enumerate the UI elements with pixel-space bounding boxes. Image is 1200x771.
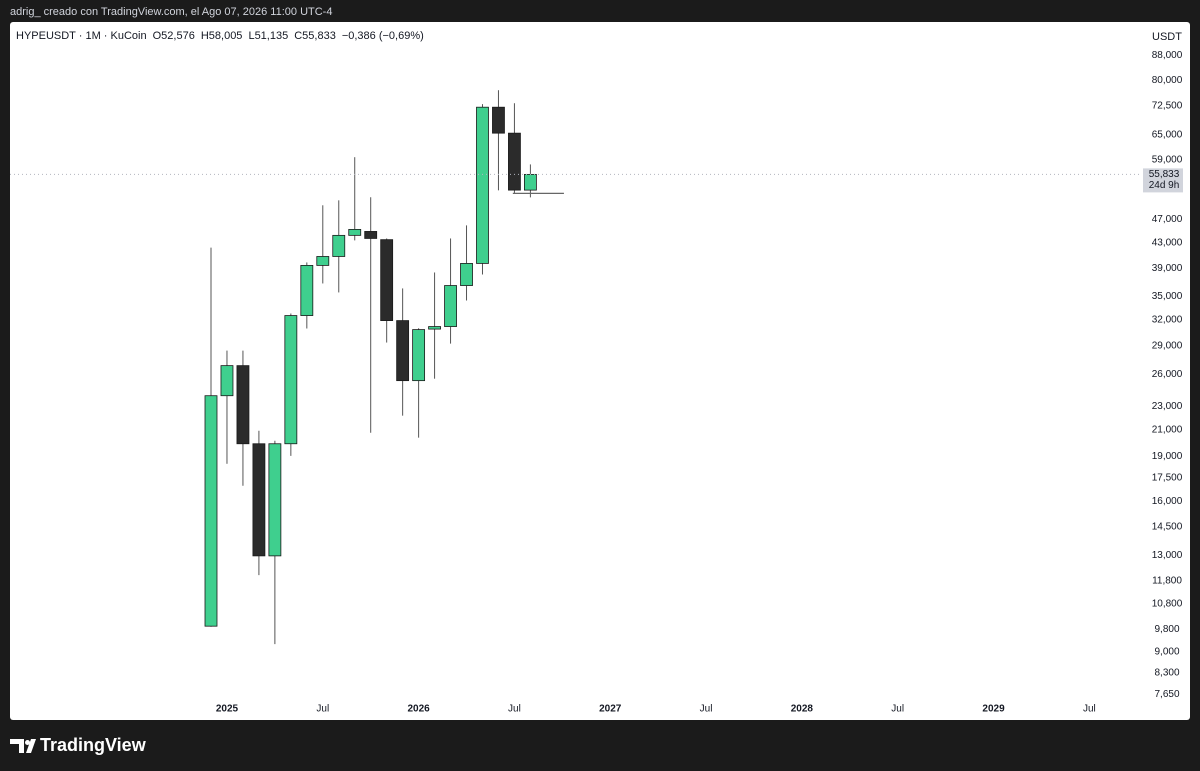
y-tick-label: 21,000: [1152, 425, 1183, 436]
y-tick-label: 9,800: [1154, 624, 1179, 635]
price-label-box: [1143, 168, 1183, 193]
y-tick-label: 19,000: [1152, 451, 1183, 462]
chart-title: HYPEUSDT · 1M · KuCoin: [16, 30, 147, 42]
candle-body: [396, 320, 410, 382]
y-tick-label: 14,500: [1152, 522, 1183, 533]
logo-dot: [25, 740, 30, 745]
y-tick-label: 88,000: [1152, 50, 1183, 61]
candle-body: [444, 285, 457, 327]
y-tick-label: 26,000: [1152, 369, 1183, 380]
legend-value: 55,833: [302, 30, 336, 42]
top-bar-text: adrig_ creado con TradingView.com, el Ag…: [10, 6, 332, 18]
candle-body: [412, 329, 426, 382]
legend-value: 58,005: [209, 30, 243, 42]
brand-text: TradingView: [40, 735, 147, 755]
countdown-label: 24d 9h: [1149, 180, 1180, 191]
legend-value: 52,576: [161, 30, 195, 42]
candle-body: [268, 443, 282, 557]
candle-body: [220, 365, 234, 397]
y-tick-label: 7,650: [1154, 689, 1179, 700]
candle-body: [428, 326, 441, 330]
y-tick-label: 8,300: [1154, 667, 1179, 678]
y-tick-label: 65,000: [1152, 129, 1183, 140]
y-tick-label: 72,500: [1152, 101, 1183, 112]
x-tick-label: Jul: [891, 704, 904, 715]
y-tick-label: 59,000: [1152, 155, 1183, 166]
legend-label: L: [248, 30, 254, 42]
x-tick-label: Jul: [700, 704, 713, 715]
price-label: 55,833: [1149, 169, 1180, 180]
candle-body: [316, 256, 330, 266]
y-tick-label: 16,000: [1152, 496, 1183, 507]
candle-body: [348, 229, 362, 236]
candle-body: [332, 234, 346, 257]
x-tick-label: 2029: [982, 704, 1005, 715]
chart-panel: [10, 22, 1190, 720]
candle-body: [460, 263, 473, 286]
brand-logo: TradingView: [10, 735, 147, 755]
y-tick-label: 23,000: [1152, 401, 1183, 412]
x-tick-label: 2028: [791, 704, 814, 715]
y-tick-label: 32,000: [1152, 315, 1183, 326]
candle-body: [284, 315, 298, 445]
x-tick-label: Jul: [316, 704, 329, 715]
y-tick-label: 13,000: [1152, 550, 1183, 561]
candle-body: [492, 106, 505, 134]
legend-label: H: [201, 30, 209, 42]
x-tick-label: Jul: [508, 704, 521, 715]
x-tick-label: 2027: [599, 704, 622, 715]
candle-body: [300, 265, 314, 316]
legend-label: O: [153, 30, 162, 42]
logo-mark: [10, 739, 24, 753]
legend-change: −0,386 (−0,69%): [342, 30, 424, 42]
y-tick-label: 17,500: [1152, 472, 1183, 483]
legend-label: C: [294, 30, 302, 42]
y-tick-label: 43,000: [1152, 237, 1183, 248]
x-tick-label: 2025: [216, 704, 239, 715]
y-tick-label: 35,000: [1152, 291, 1183, 302]
y-tick-label: 39,000: [1152, 263, 1183, 274]
candle-body: [236, 365, 250, 445]
y-tick-label: 47,000: [1152, 214, 1183, 225]
logo-slash: [26, 739, 36, 753]
y-tick-label: 11,800: [1152, 575, 1182, 586]
x-tick-label: Jul: [1083, 704, 1096, 715]
candle-body: [252, 443, 266, 557]
y-tick-label: 29,000: [1152, 340, 1183, 351]
y-tick-label: 10,800: [1152, 599, 1183, 610]
currency-label: USDT: [1152, 31, 1182, 43]
y-tick-label: 9,000: [1154, 646, 1179, 657]
candle-body: [524, 173, 537, 191]
legend-value: 51,135: [255, 30, 289, 42]
candle-body: [204, 395, 218, 627]
candle-body: [476, 106, 489, 264]
candle-body: [364, 231, 378, 239]
candle-body: [380, 239, 394, 321]
y-tick-label: 80,000: [1152, 75, 1183, 86]
candle-body: [508, 132, 521, 191]
x-tick-label: 2026: [407, 704, 430, 715]
